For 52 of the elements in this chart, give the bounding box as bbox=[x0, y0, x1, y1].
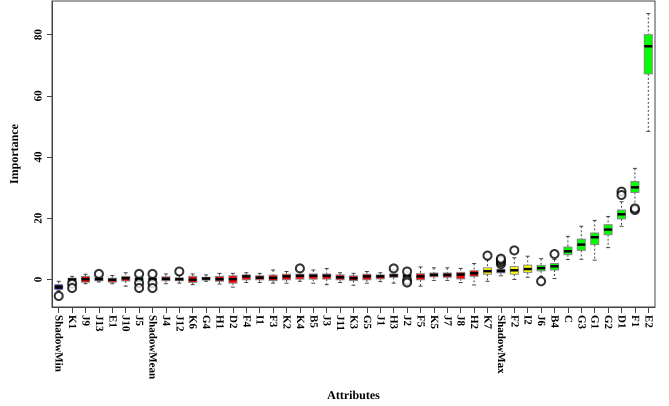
x-tick-label: J12 bbox=[173, 315, 186, 332]
x-tick-label: K2 bbox=[280, 315, 292, 330]
x-tick-label: F2 bbox=[508, 315, 520, 328]
x-tick-label: H1 bbox=[214, 315, 226, 330]
x-tick-label: J5 bbox=[133, 315, 146, 326]
x-axis-title: Attributes bbox=[327, 388, 380, 402]
x-tick-label: K4 bbox=[294, 315, 306, 330]
x-tick-label: J10 bbox=[120, 315, 132, 332]
x-tick-label: F3 bbox=[267, 315, 280, 328]
x-tick-label: I2 bbox=[522, 315, 534, 326]
y-tick-label: 0 bbox=[32, 276, 44, 282]
x-tick-label: D2 bbox=[226, 315, 239, 329]
x-tick-label: J9 bbox=[80, 315, 92, 326]
x-tick-label: E2 bbox=[642, 315, 654, 328]
x-tick-label: H2 bbox=[468, 315, 480, 330]
x-tick-label: K5 bbox=[428, 315, 440, 330]
x-tick-label: H3 bbox=[388, 315, 400, 330]
x-tick-label: J11 bbox=[334, 315, 346, 331]
x-tick-label: J7 bbox=[441, 315, 454, 326]
x-tick-label: G3 bbox=[575, 315, 588, 330]
x-tick-label: ShadowMean bbox=[146, 315, 158, 380]
x-tick-label: C bbox=[562, 315, 574, 323]
x-tick-label: F5 bbox=[414, 315, 426, 328]
x-tick-label: D1 bbox=[616, 315, 628, 328]
y-tick-label: 20 bbox=[32, 212, 44, 224]
x-tick-label: J8 bbox=[454, 315, 467, 326]
x-tick-label: J3 bbox=[320, 315, 333, 326]
x-tick-label: G1 bbox=[588, 315, 601, 330]
x-tick-label: J13 bbox=[92, 315, 105, 332]
y-tick-label: 60 bbox=[32, 90, 44, 102]
x-tick-label: J1 bbox=[374, 315, 386, 326]
x-tick-label: F1 bbox=[628, 315, 641, 328]
x-tick-label: J2 bbox=[401, 315, 414, 326]
x-tick-label: B5 bbox=[307, 315, 320, 328]
x-tick-label: G4 bbox=[200, 315, 212, 330]
x-tick-label: K3 bbox=[348, 315, 360, 330]
x-tick-label: E1 bbox=[106, 315, 118, 328]
x-tick-label: J6 bbox=[535, 315, 548, 326]
x-tick-label: J4 bbox=[160, 315, 172, 326]
x-tick-label: K1 bbox=[66, 315, 78, 330]
x-tick-label: ShadowMax bbox=[494, 315, 507, 374]
x-tick-label: G5 bbox=[360, 315, 373, 330]
x-tick-label: ShadowMin bbox=[52, 315, 65, 372]
x-tick-label: K6 bbox=[186, 315, 199, 330]
y-axis-title: Importance bbox=[7, 123, 21, 184]
x-tick-label: G2 bbox=[602, 315, 614, 330]
x-tick-label: K7 bbox=[482, 315, 494, 330]
x-tick-label: F4 bbox=[240, 315, 252, 328]
x-tick-label: B4 bbox=[548, 315, 560, 328]
x-tick-label: I1 bbox=[254, 315, 266, 325]
y-tick-label: 40 bbox=[32, 151, 44, 163]
y-tick-label: 80 bbox=[32, 28, 44, 40]
